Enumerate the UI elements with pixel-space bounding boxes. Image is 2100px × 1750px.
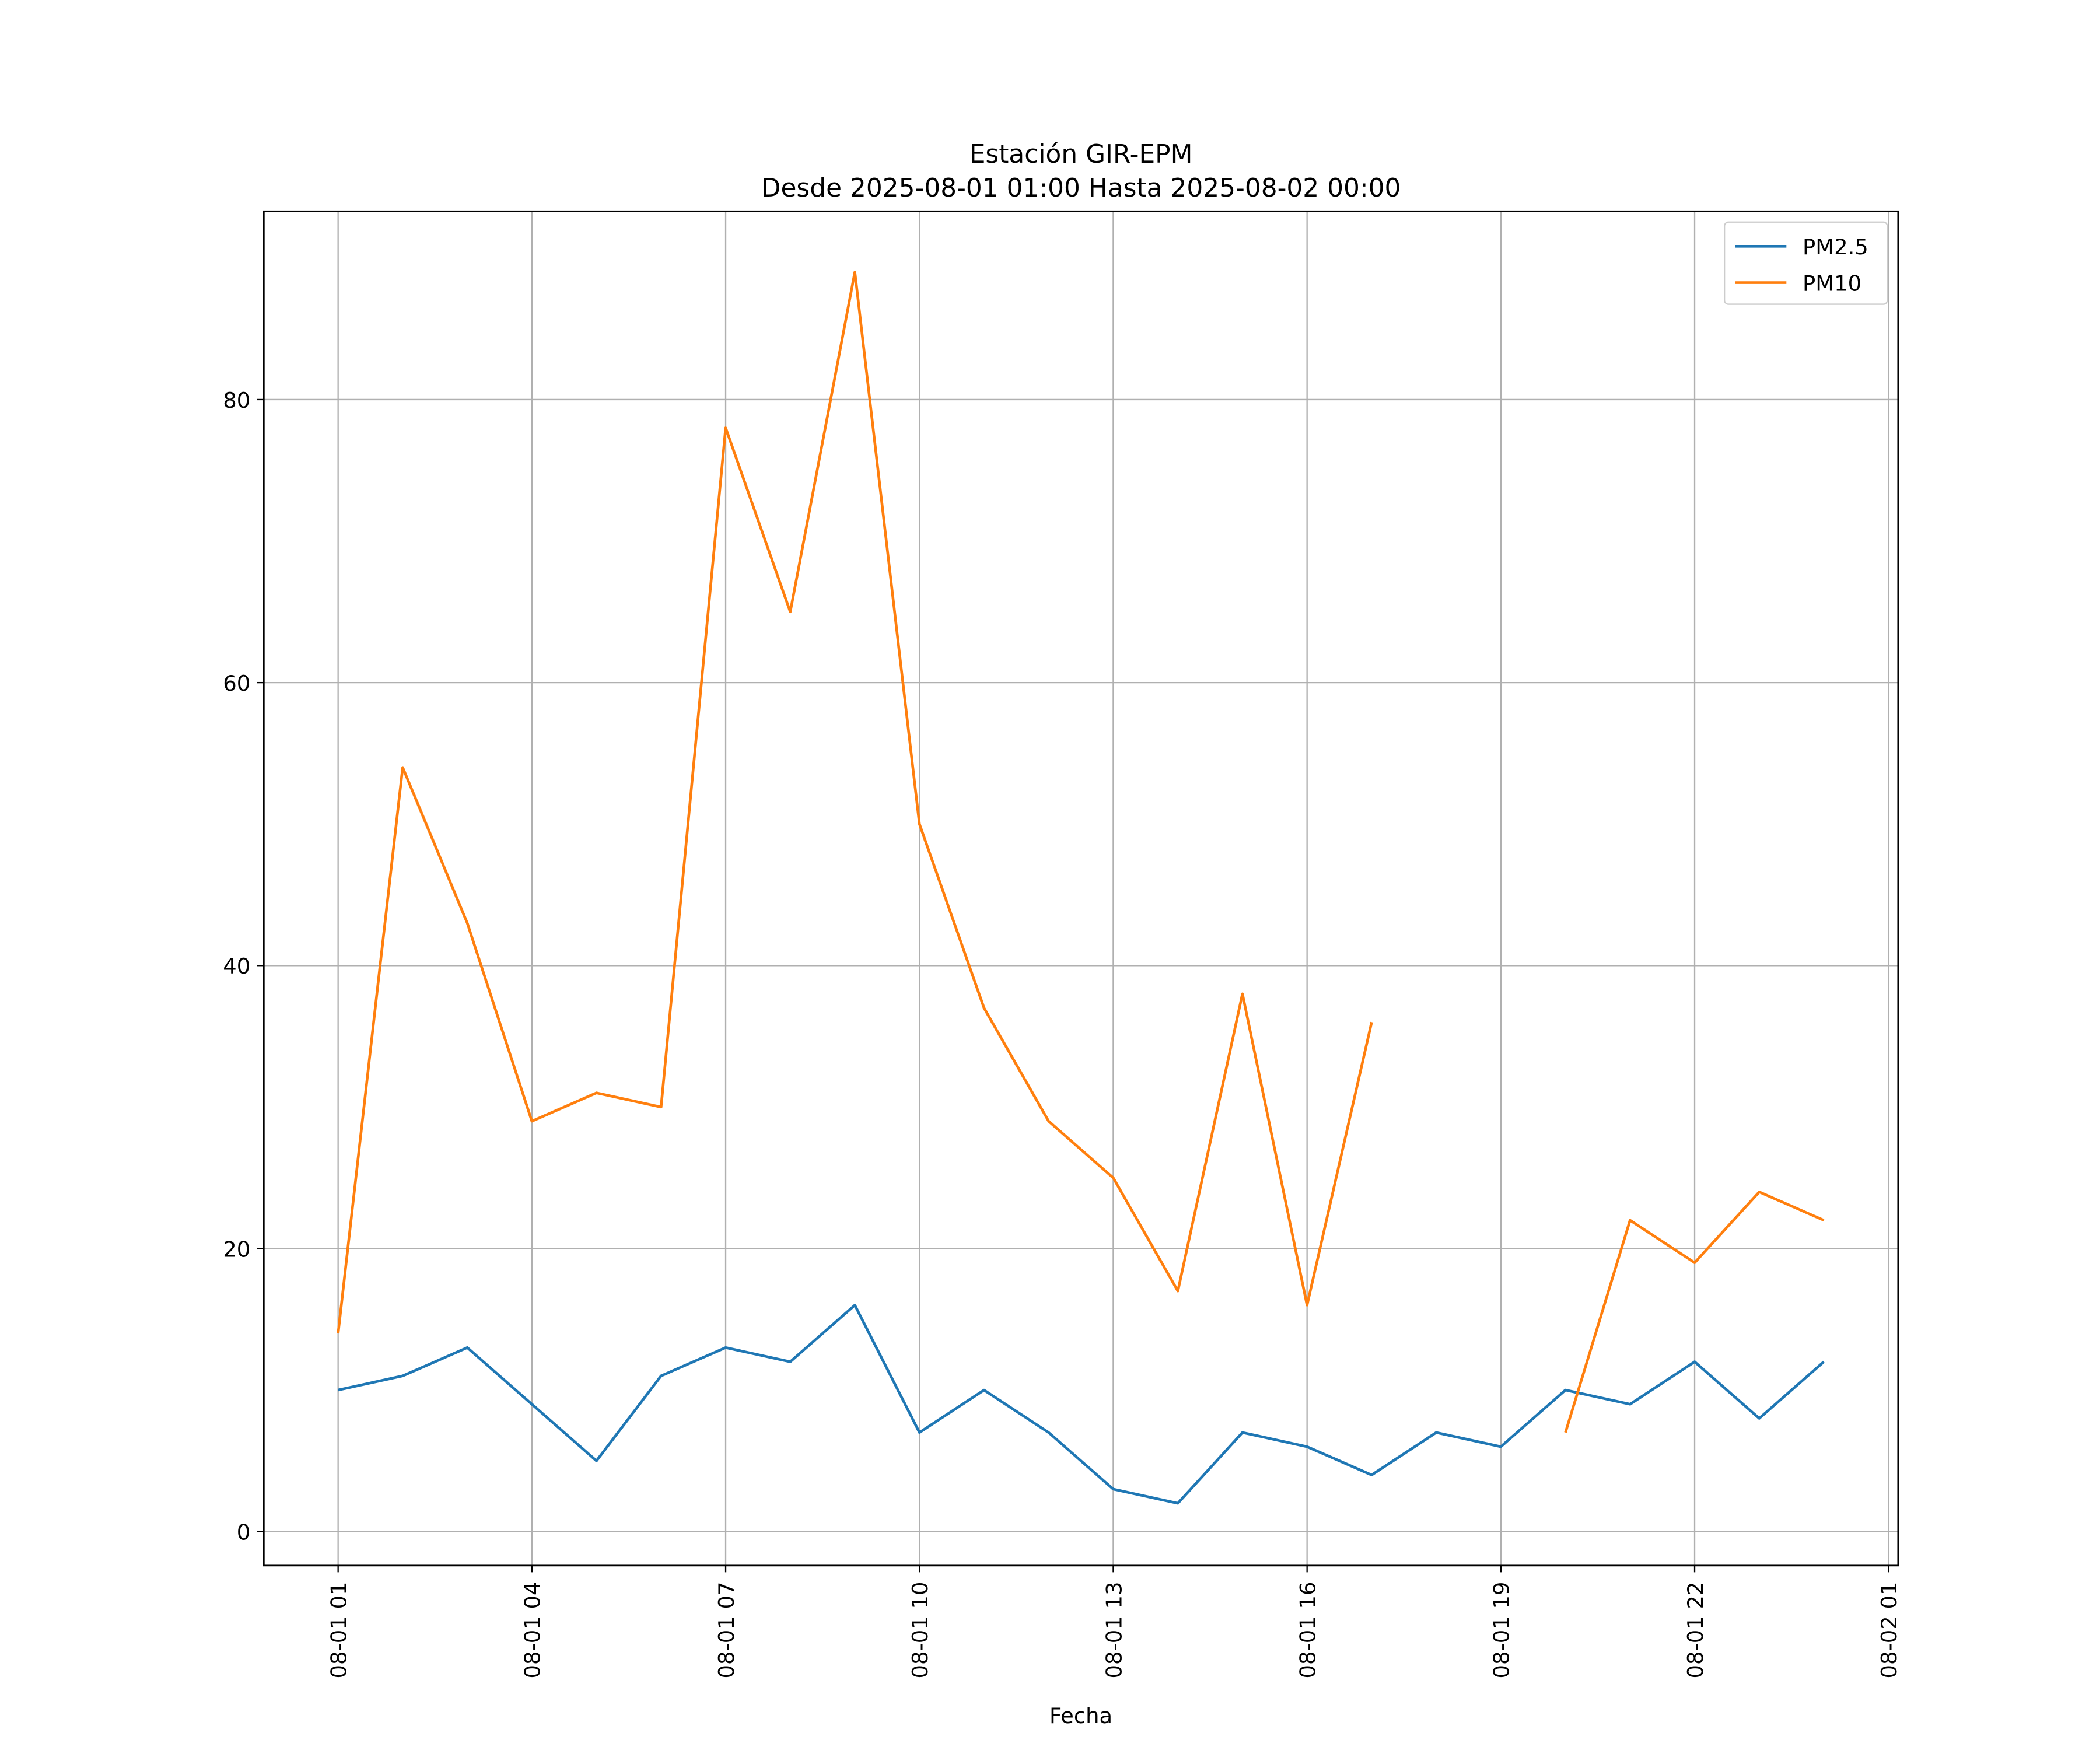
- legend-label: PM2.5: [1803, 235, 1868, 260]
- x-axis-label: Fecha: [1049, 1703, 1112, 1728]
- line-series: [337, 271, 1825, 1433]
- x-tick-label: 08-02 01: [1877, 1582, 1902, 1679]
- x-tick-label: 08-01 19: [1489, 1582, 1514, 1679]
- chart-subtitle: Desde 2025-08-01 01:00 Hasta 2025-08-02 …: [761, 173, 1401, 203]
- y-tick-label: 80: [223, 388, 250, 413]
- y-tick-label: 60: [223, 671, 250, 696]
- y-tick-label: 40: [223, 954, 250, 979]
- legend: PM2.5 PM10: [1723, 221, 1888, 305]
- x-tick-label: 08-01 10: [908, 1582, 933, 1679]
- x-tick-label: 08-01 04: [520, 1582, 545, 1679]
- chart-title: Estación GIR-EPM: [970, 139, 1193, 169]
- legend-label: PM10: [1803, 271, 1861, 296]
- plot-frame: [262, 210, 1899, 1567]
- x-tick-label: 08-01 22: [1683, 1582, 1708, 1679]
- x-tick-label: 08-01 01: [326, 1582, 351, 1679]
- x-tick-label: 08-01 07: [714, 1582, 739, 1679]
- line-series: [338, 1304, 1825, 1505]
- x-tick-label: 08-01 16: [1295, 1582, 1320, 1679]
- y-tick-label: 0: [237, 1520, 250, 1545]
- y-tick-label: 20: [223, 1237, 250, 1262]
- x-tick-label: 08-01 13: [1101, 1582, 1126, 1679]
